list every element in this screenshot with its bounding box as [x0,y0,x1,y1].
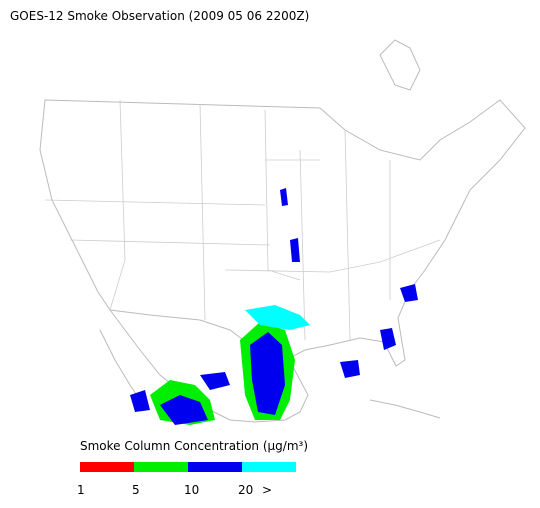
smoke [130,188,418,425]
base-map [39,39,526,423]
colorbar-label: > [262,483,272,497]
colorbar-label: 5 [132,483,140,497]
colorbar-segment [134,462,188,472]
colorbar-segment [80,462,134,472]
colorbar-label: 10 [184,483,199,497]
colorbar-label: 1 [77,483,85,497]
colorbar-segment [188,462,242,472]
colorbar: 1 5 10 20 > [77,462,296,497]
legend-label: Smoke Column Concentration (μg/m³) [80,439,308,453]
title: GOES-12 Smoke Observation (2009 05 06 22… [10,9,309,23]
colorbar-label: 20 [238,483,253,497]
colorbar-segment [242,462,296,472]
